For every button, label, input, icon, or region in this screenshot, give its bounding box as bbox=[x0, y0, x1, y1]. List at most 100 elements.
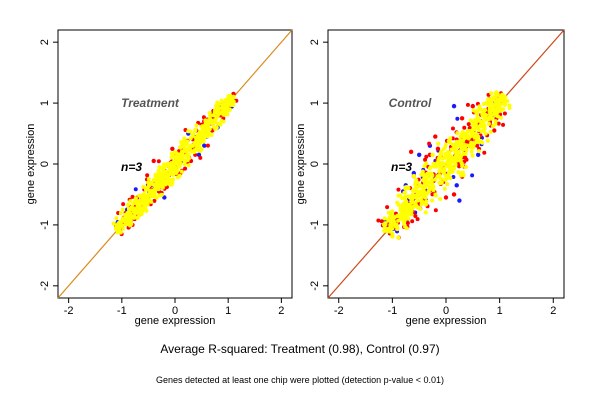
yellow-cloud-point bbox=[202, 133, 207, 138]
n-annotation: n=3 bbox=[121, 160, 142, 174]
yellow-cloud-point bbox=[163, 163, 168, 168]
blue-cloud-point bbox=[455, 116, 460, 121]
yellow-cloud-point bbox=[494, 90, 499, 95]
yellow-point bbox=[395, 213, 400, 218]
red-cloud-point bbox=[475, 143, 480, 148]
yellow-point bbox=[406, 204, 411, 209]
yellow-cloud-point bbox=[442, 156, 447, 161]
red-point bbox=[443, 195, 449, 200]
yellow-cloud-point bbox=[474, 110, 479, 115]
diagonal-line bbox=[327, 29, 565, 299]
panel-title: Control bbox=[389, 96, 432, 110]
x-tick-label: 2 bbox=[550, 305, 556, 317]
yellow-cloud-point bbox=[456, 149, 461, 154]
yellow-cloud-point bbox=[227, 107, 232, 112]
yellow-cloud-point bbox=[197, 137, 202, 142]
yellow-point bbox=[231, 94, 236, 100]
yellow-cloud-point bbox=[155, 185, 160, 190]
yellow-cloud-point bbox=[170, 180, 175, 185]
yellow-cloud-point bbox=[435, 174, 440, 179]
red-cloud-point bbox=[415, 217, 420, 222]
yellow-cloud-point bbox=[388, 218, 393, 223]
yellow-cloud-point bbox=[185, 139, 190, 144]
yellow-cloud-point bbox=[231, 103, 236, 108]
red-cloud-point bbox=[466, 122, 471, 127]
yellow-cloud-point bbox=[214, 106, 219, 111]
red-cloud-point bbox=[385, 205, 390, 210]
yellow-cloud-point bbox=[422, 179, 427, 184]
yellow-cloud-point bbox=[477, 140, 482, 145]
yellow-cloud-point bbox=[398, 216, 403, 221]
yellow-cloud-point bbox=[490, 97, 495, 102]
y-tick-label: 2 bbox=[309, 39, 321, 45]
yellow-cloud-point bbox=[146, 176, 151, 181]
yellow-cloud-point bbox=[443, 173, 448, 178]
yellow-cloud-point bbox=[139, 194, 144, 199]
blue-point bbox=[202, 143, 207, 148]
yellow-cloud-point bbox=[458, 134, 463, 139]
yellow-cloud-point bbox=[481, 128, 486, 133]
yellow-cloud-point bbox=[132, 210, 137, 215]
red-cloud-point bbox=[501, 122, 506, 127]
blue-cloud-point bbox=[133, 187, 138, 192]
yellow-cloud-point bbox=[402, 216, 407, 221]
yellow-cloud-point bbox=[433, 192, 438, 197]
yellow-cloud-point bbox=[446, 172, 451, 177]
yellow-cloud-point bbox=[403, 194, 408, 199]
yellow-cloud-point bbox=[118, 222, 123, 227]
yellow-cloud-point bbox=[442, 186, 447, 191]
yellow-cloud-point bbox=[446, 150, 451, 155]
yellow-cloud-point bbox=[128, 199, 133, 204]
yellow-cloud-point bbox=[207, 111, 212, 116]
yellow-cloud-point bbox=[501, 107, 506, 112]
yellow-cloud-point bbox=[445, 182, 450, 187]
red-cloud-point bbox=[410, 219, 415, 224]
yellow-point bbox=[124, 213, 130, 218]
x-tick-label: 2 bbox=[278, 305, 284, 317]
yellow-cloud-point bbox=[463, 135, 468, 140]
caption-r-squared: Average R-squared: Treatment (0.98), Con… bbox=[160, 342, 440, 356]
y-tick-label: -2 bbox=[39, 281, 51, 291]
yellow-cloud-point bbox=[498, 94, 503, 99]
blue-point bbox=[454, 183, 459, 188]
red-cloud-point bbox=[201, 115, 206, 120]
yellow-cloud-point bbox=[442, 168, 447, 173]
yellow-cloud-point bbox=[431, 161, 436, 166]
red-cloud-point bbox=[396, 187, 401, 192]
yellow-cloud-point bbox=[431, 188, 436, 193]
yellow-cloud-point bbox=[170, 162, 175, 167]
yellow-point bbox=[438, 167, 443, 173]
yellow-cloud-point bbox=[423, 210, 428, 215]
yellow-cloud-point bbox=[403, 224, 408, 229]
yellow-cloud-point bbox=[411, 204, 416, 209]
yellow-cloud-point bbox=[453, 162, 458, 167]
yellow-cloud-point bbox=[430, 198, 435, 203]
yellow-cloud-point bbox=[488, 129, 493, 134]
yellow-point bbox=[411, 173, 417, 179]
yellow-cloud-point bbox=[198, 140, 203, 145]
y-tick-label: -2 bbox=[309, 281, 321, 291]
yellow-cloud-point bbox=[489, 91, 494, 96]
red-point bbox=[408, 149, 414, 155]
yellow-cloud-point bbox=[408, 212, 413, 217]
yellow-cloud-point bbox=[456, 170, 461, 175]
yellow-point bbox=[382, 228, 387, 234]
yellow-point bbox=[156, 180, 162, 185]
yellow-cloud-point bbox=[419, 172, 424, 177]
yellow-cloud-point bbox=[482, 112, 487, 117]
x-tick-label: -2 bbox=[334, 305, 344, 317]
red-cloud-point bbox=[145, 173, 150, 178]
yellow-cloud-point bbox=[456, 154, 461, 159]
red-cloud-point bbox=[496, 121, 501, 126]
yellow-cloud-point bbox=[455, 131, 460, 136]
blue-cloud-point bbox=[470, 173, 475, 178]
yellow-cloud-point bbox=[390, 233, 395, 238]
yellow-cloud-point bbox=[132, 206, 137, 211]
red-point bbox=[435, 146, 441, 151]
red-cloud-point bbox=[183, 166, 188, 171]
yellow-cloud-point bbox=[165, 179, 170, 184]
red-cloud-point bbox=[502, 111, 507, 116]
yellow-cloud-point bbox=[427, 166, 432, 171]
yellow-cloud-point bbox=[487, 97, 492, 102]
yellow-cloud-point bbox=[471, 145, 476, 150]
